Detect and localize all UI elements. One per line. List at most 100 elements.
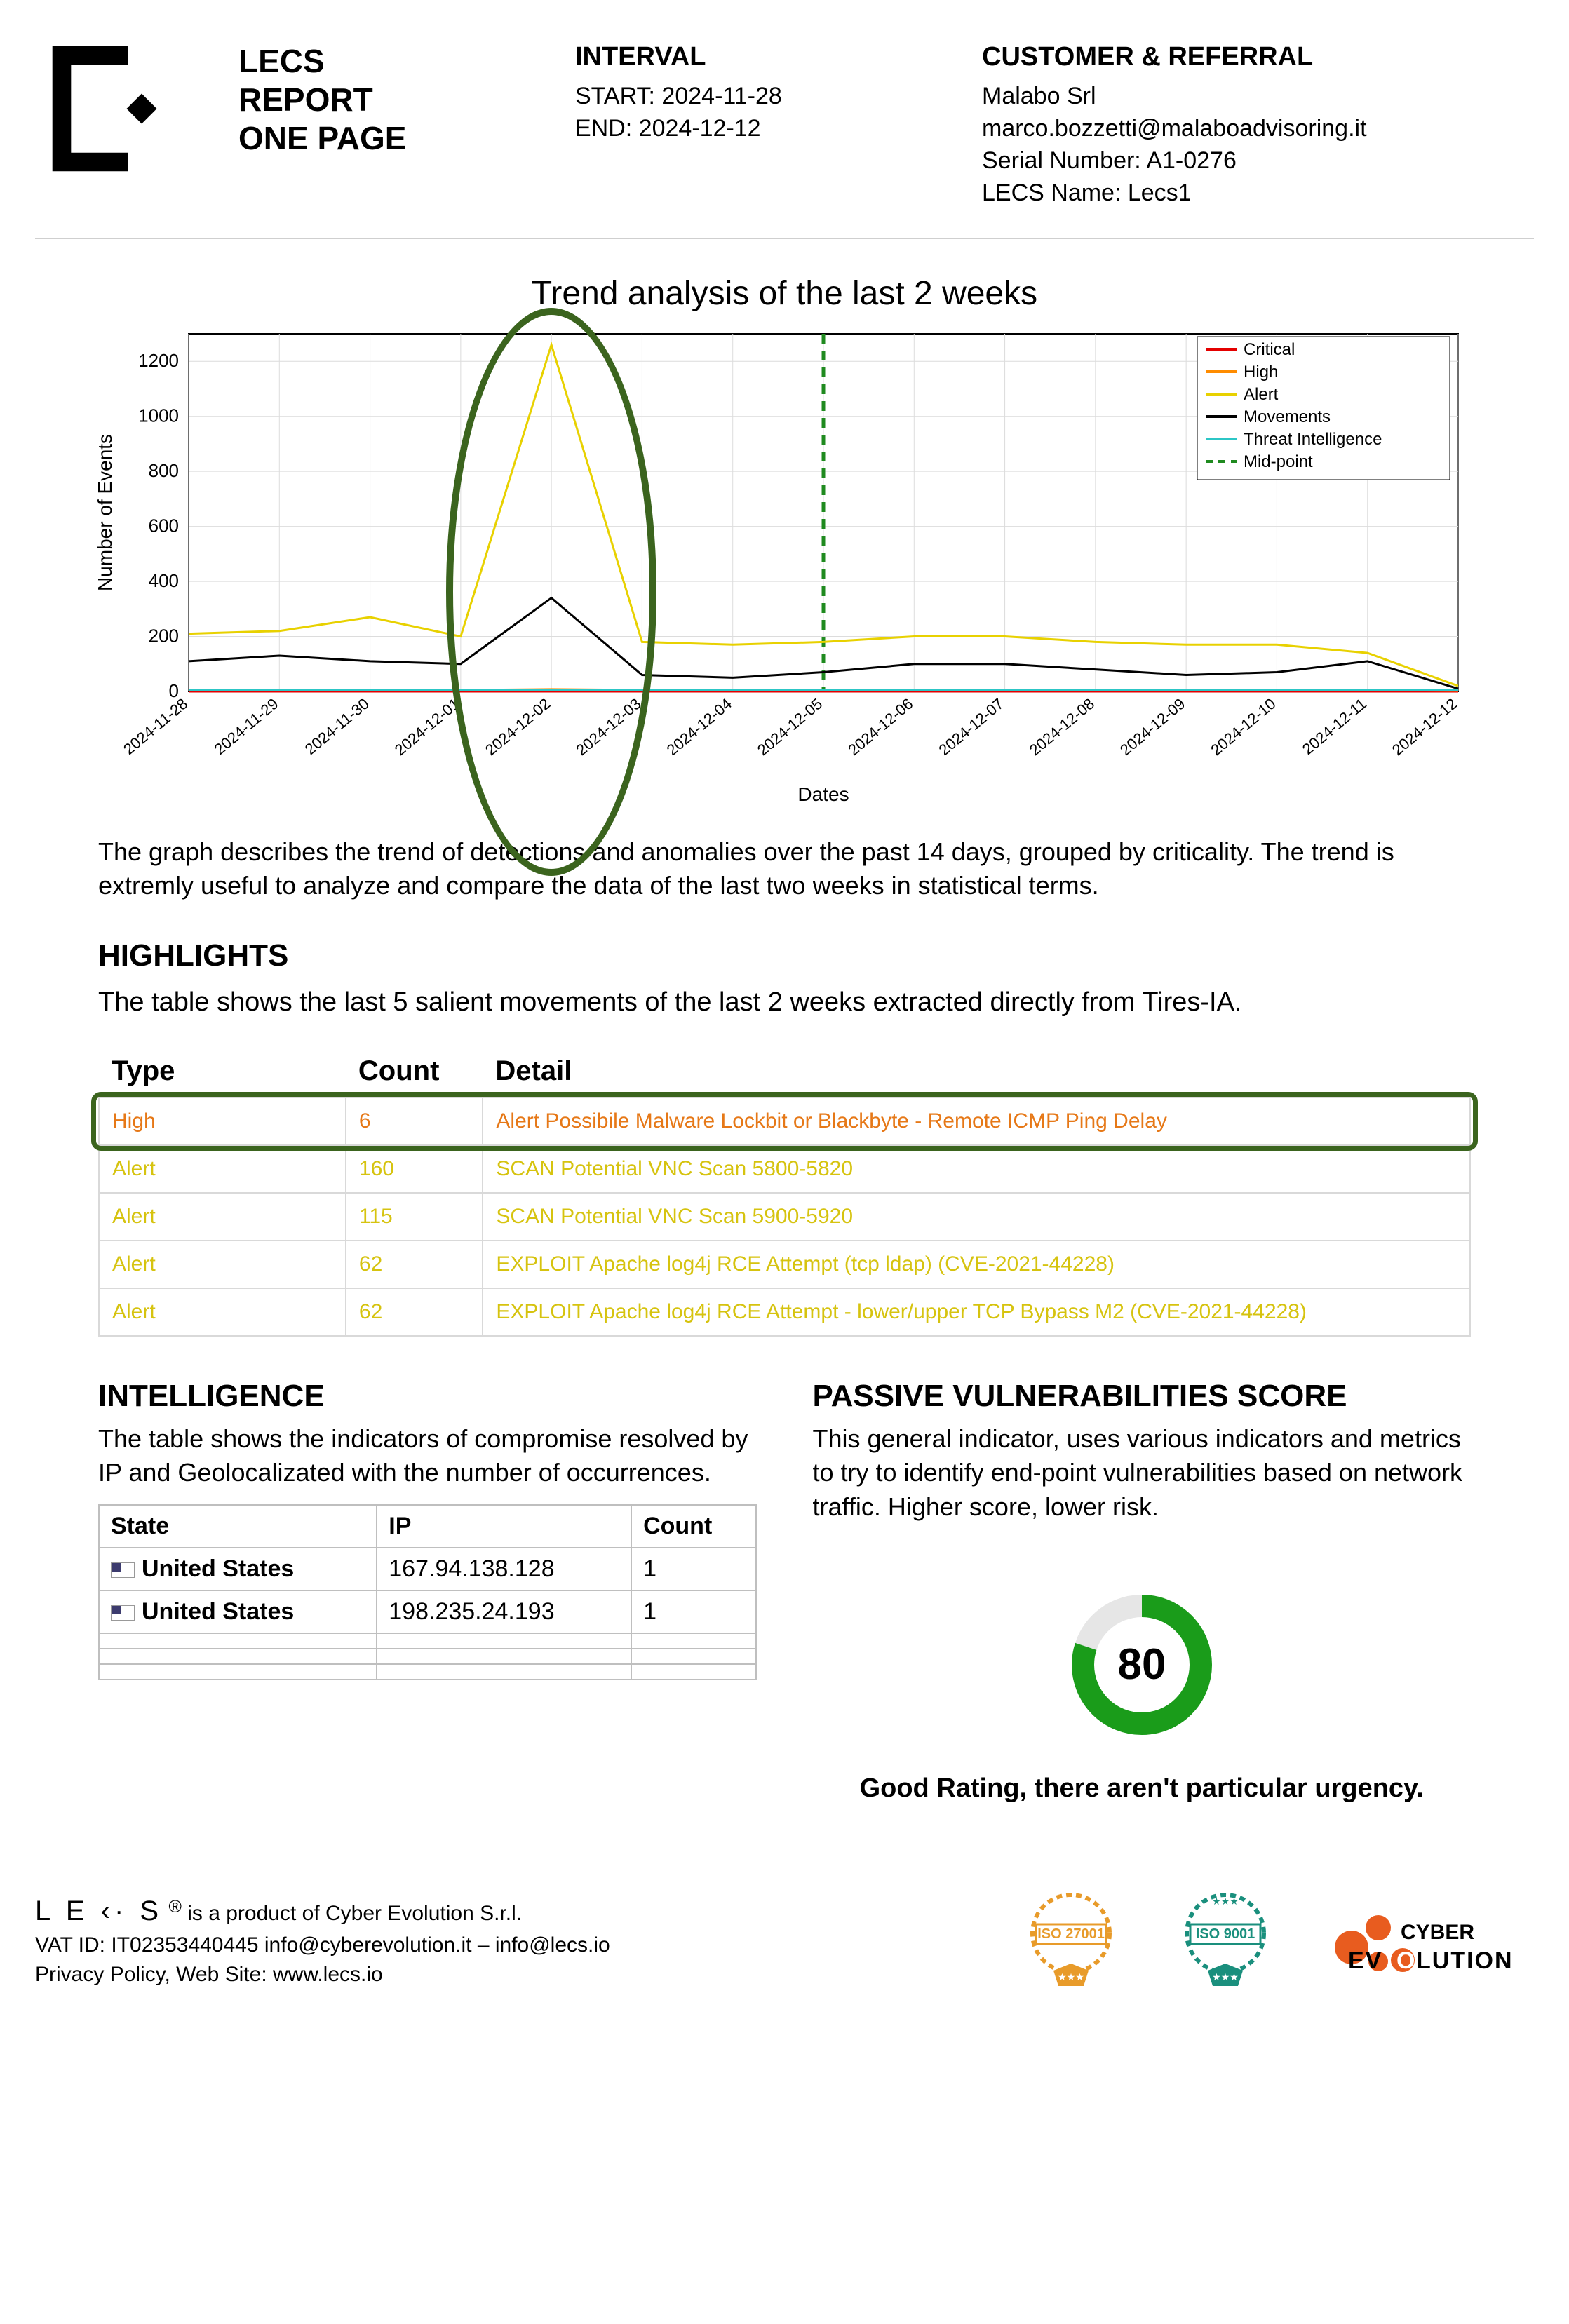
svg-text:600: 600 <box>148 515 178 536</box>
table-cell: 6 <box>346 1097 483 1145</box>
score-gauge-svg: 80 <box>1058 1581 1226 1749</box>
report-title-block: LECS REPORT ONE PAGE <box>238 42 533 210</box>
table-row <box>99 1664 756 1680</box>
table-cell: United States <box>99 1590 377 1633</box>
table-row: United States198.235.24.1931 <box>99 1590 756 1633</box>
highlights-description: The table shows the last 5 salient movem… <box>98 987 1471 1018</box>
table-header-row: TypeCountDetail <box>99 1046 1470 1097</box>
svg-text:2024-12-08: 2024-12-08 <box>1025 694 1097 758</box>
cyber-evolution-logo-icon: CYBER EV O LUTION <box>1324 1898 1534 1982</box>
highlights-table: TypeCountDetail High6Alert Possibile Mal… <box>98 1046 1471 1337</box>
svg-text:2024-12-03: 2024-12-03 <box>572 694 644 758</box>
iso-9001-badge-icon: ISO 9001 ★★★ ★★★ <box>1169 1888 1281 1993</box>
table-row: United States167.94.138.1281 <box>99 1548 756 1590</box>
svg-text:Mid-point: Mid-point <box>1244 452 1313 471</box>
svg-text:2024-11-29: 2024-11-29 <box>210 694 281 757</box>
svg-text:ISO 27001: ISO 27001 <box>1037 1926 1105 1942</box>
intelligence-description: The table shows the indicators of compro… <box>98 1422 757 1490</box>
svg-text:★★★: ★★★ <box>1212 1971 1239 1982</box>
table-cell <box>377 1633 631 1649</box>
svg-text:2024-12-02: 2024-12-02 <box>482 694 553 758</box>
interval-heading: INTERVAL <box>575 42 940 72</box>
title-line-3: ONE PAGE <box>238 119 533 158</box>
table-header-cell: Type <box>99 1046 346 1097</box>
table-cell: 1 <box>631 1590 755 1633</box>
svg-text:400: 400 <box>148 570 178 591</box>
score-gauge: 80 Good Rating, there aren't particular … <box>813 1581 1472 1804</box>
customer-name: Malabo Srl <box>982 81 1534 113</box>
svg-text:ISO 9001: ISO 9001 <box>1196 1926 1255 1942</box>
footer-line2: VAT ID: IT02353440445 info@cyberevolutio… <box>35 1933 610 1957</box>
svg-text:2024-12-11: 2024-12-11 <box>1298 694 1369 757</box>
svg-text:Movements: Movements <box>1244 407 1331 426</box>
customer-heading: CUSTOMER & REFERRAL <box>982 42 1534 72</box>
table-header-row: StateIPCount <box>99 1505 756 1548</box>
svg-text:2024-12-01: 2024-12-01 <box>391 694 462 758</box>
table-cell: EXPLOIT Apache log4j RCE Attempt (tcp ld… <box>483 1241 1470 1288</box>
highlights-heading: HIGHLIGHTS <box>98 938 1471 973</box>
footer-brand: L E ‹· S <box>35 1896 163 1926</box>
score-heading: PASSIVE VULNERABILITIES SCORE <box>813 1379 1472 1414</box>
customer-email: marco.bozzetti@malaboadvisoring.it <box>982 113 1534 145</box>
table-cell: 62 <box>346 1241 483 1288</box>
table-header-cell: Count <box>631 1505 755 1548</box>
intelligence-heading: INTELLIGENCE <box>98 1379 757 1414</box>
table-row: Alert115SCAN Potential VNC Scan 5900-592… <box>99 1193 1470 1241</box>
svg-text:1000: 1000 <box>138 405 179 426</box>
table-row <box>99 1649 756 1664</box>
svg-text:Critical: Critical <box>1244 340 1295 359</box>
table-cell <box>99 1633 377 1649</box>
bottom-two-column: INTELLIGENCE The table shows the indicat… <box>98 1379 1471 1804</box>
score-section: PASSIVE VULNERABILITIES SCORE This gener… <box>813 1379 1472 1804</box>
intelligence-table: StateIPCount United States167.94.138.128… <box>98 1504 757 1680</box>
table-cell <box>99 1664 377 1680</box>
table-cell: United States <box>99 1548 377 1590</box>
table-cell: 62 <box>346 1288 483 1336</box>
svg-text:CYBER: CYBER <box>1401 1921 1474 1944</box>
table-cell: EXPLOIT Apache log4j RCE Attempt - lower… <box>483 1288 1470 1336</box>
table-cell: 198.235.24.193 <box>377 1590 631 1633</box>
svg-text:2024-12-05: 2024-12-05 <box>753 694 825 758</box>
svg-text:Alert: Alert <box>1244 385 1279 404</box>
trend-chart: Trend analysis of the last 2 weeks 02004… <box>83 274 1486 814</box>
table-header-cell: IP <box>377 1505 631 1548</box>
score-description: This general indicator, uses various ind… <box>813 1422 1472 1525</box>
svg-text:80: 80 <box>1117 1640 1166 1689</box>
table-cell: Alert <box>99 1288 346 1336</box>
svg-text:★★★: ★★★ <box>1058 1971 1084 1982</box>
svg-text:800: 800 <box>148 460 178 481</box>
iso-27001-badge-icon: ISO 27001 ★★★ <box>1015 1888 1127 1993</box>
footer-badges: ISO 27001 ★★★ ISO 9001 ★★★ ★★★ CYBER EV … <box>1015 1888 1534 1993</box>
table-cell <box>99 1649 377 1664</box>
svg-text:O: O <box>1396 1947 1415 1974</box>
svg-text:Dates: Dates <box>797 783 849 805</box>
table-cell: SCAN Potential VNC Scan 5800-5820 <box>483 1145 1470 1193</box>
title-line-1: LECS <box>238 42 533 81</box>
table-cell: 115 <box>346 1193 483 1241</box>
table-cell <box>631 1649 755 1664</box>
svg-text:200: 200 <box>148 625 178 646</box>
table-cell: Alert <box>99 1241 346 1288</box>
table-cell: Alert Possibile Malware Lockbit or Black… <box>483 1097 1470 1145</box>
table-cell <box>631 1664 755 1680</box>
table-row: Alert62EXPLOIT Apache log4j RCE Attempt … <box>99 1288 1470 1336</box>
table-cell: SCAN Potential VNC Scan 5900-5920 <box>483 1193 1470 1241</box>
footer-text: L E ‹· S ® is a product of Cyber Evoluti… <box>35 1891 610 1989</box>
table-row: Alert160SCAN Potential VNC Scan 5800-582… <box>99 1145 1470 1193</box>
table-cell <box>631 1633 755 1649</box>
table-header-cell: Count <box>346 1046 483 1097</box>
customer-lecs: LECS Name: Lecs1 <box>982 177 1534 210</box>
svg-text:2024-12-09: 2024-12-09 <box>1117 694 1188 758</box>
page-footer: L E ‹· S ® is a product of Cyber Evoluti… <box>35 1888 1534 1993</box>
svg-text:2024-12-12: 2024-12-12 <box>1388 694 1460 758</box>
interval-start: START: 2024-11-28 <box>575 81 940 113</box>
lecs-logo-icon <box>35 42 168 175</box>
svg-text:1200: 1200 <box>138 350 179 371</box>
svg-text:Threat Intelligence: Threat Intelligence <box>1244 430 1382 449</box>
table-cell: High <box>99 1097 346 1145</box>
interval-end: END: 2024-12-12 <box>575 113 940 145</box>
footer-line1-suffix: is a product of Cyber Evolution S.r.l. <box>187 1902 522 1925</box>
table-cell: 160 <box>346 1145 483 1193</box>
table-row <box>99 1633 756 1649</box>
chart-title: Trend analysis of the last 2 weeks <box>83 274 1486 313</box>
